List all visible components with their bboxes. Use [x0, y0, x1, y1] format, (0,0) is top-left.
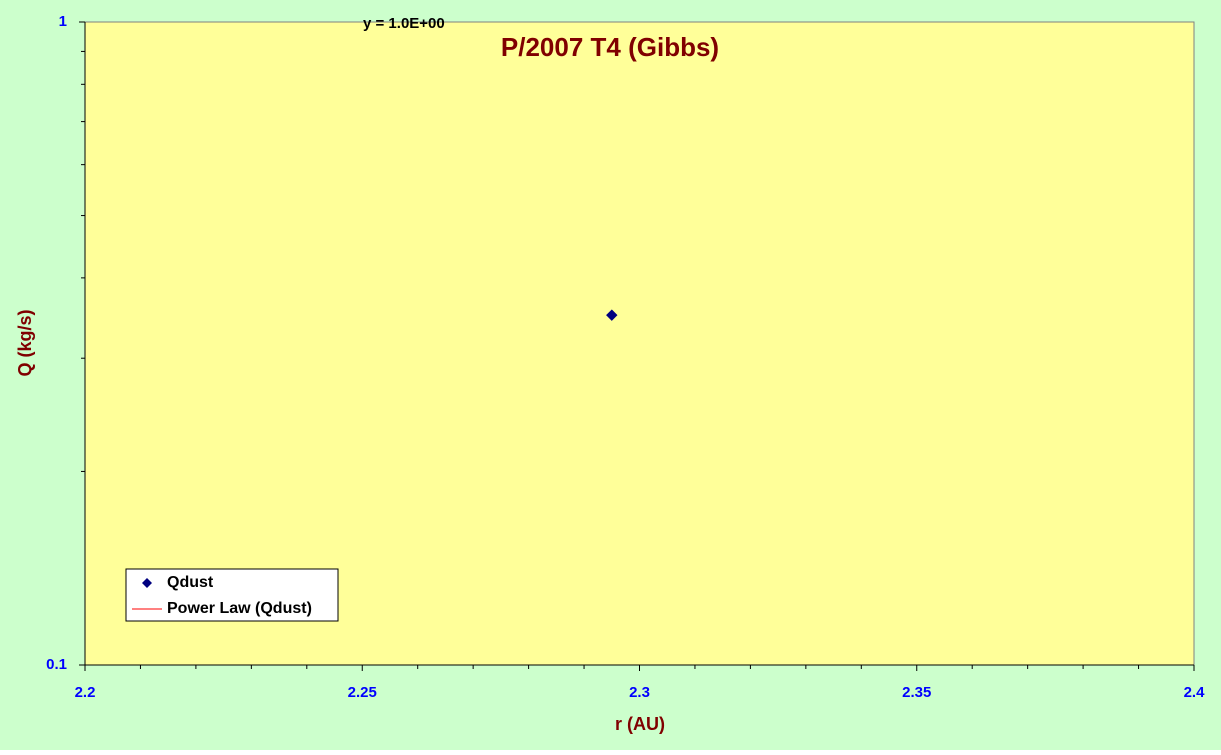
data-point: [606, 309, 618, 321]
legend-label: Power Law (Qdust): [167, 600, 312, 617]
legend-marker: [142, 578, 152, 588]
y-axis-label: Q (kg/s): [15, 309, 35, 376]
x-tick-label: 2.25: [348, 684, 377, 701]
legend-label: Qdust: [167, 574, 214, 591]
plot-area: [84, 21, 1195, 666]
trendline-equation: y = 1.0E+00: [363, 15, 445, 32]
x-tick-label: 2.4: [1184, 684, 1206, 701]
legend: [125, 568, 339, 622]
x-axis-label: r (AU): [615, 714, 665, 734]
x-tick-label: 2.35: [902, 684, 931, 701]
x-tick-label: 2.2: [75, 684, 96, 701]
chart-title: P/2007 T4 (Gibbs): [501, 32, 719, 62]
x-tick-label: 2.3: [629, 684, 650, 701]
y-tick-label: 0.1: [46, 656, 67, 673]
y-tick-label: 1: [59, 13, 67, 30]
